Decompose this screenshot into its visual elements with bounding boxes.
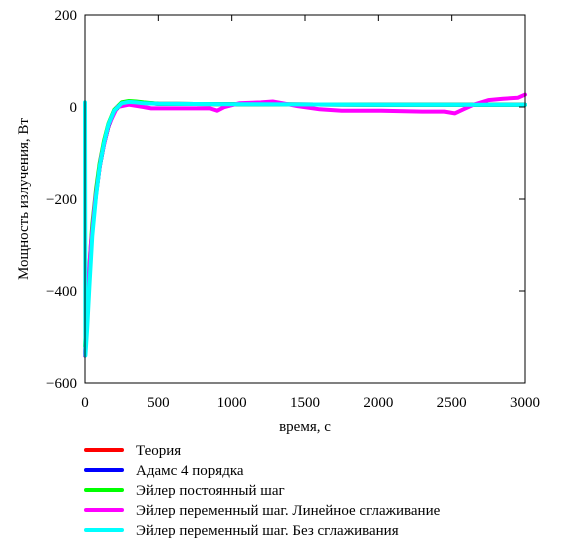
series-line-2: [83, 99, 527, 358]
series-line-4: [83, 92, 527, 358]
x-axis-label: время, с: [279, 419, 331, 435]
legend-label: Эйлер постоянный шаг: [136, 483, 285, 499]
y-tick-label: −600: [46, 376, 77, 392]
legend-label: Эйлер переменный шаг. Без сглаживания: [136, 523, 399, 539]
series-line-1: [83, 99, 527, 358]
legend-label: Адамс 4 порядка: [136, 463, 244, 479]
y-tick-label: 200: [55, 8, 78, 24]
x-tick-label: 3000: [510, 395, 540, 411]
x-axis-ticks: 0 500 1000 1500 2000 2500 3000: [81, 15, 540, 411]
plot-lines: [83, 92, 527, 358]
y-tick-label: 0: [70, 100, 78, 116]
y-tick-label: −200: [46, 192, 77, 208]
y-axis-ticks: 200 0 −200 −400 −600: [46, 8, 525, 392]
legend: Теория Адамс 4 порядка Эйлер постоянный ша…: [84, 443, 441, 539]
plot-frame: [84, 14, 526, 384]
x-tick-label: 2500: [437, 395, 467, 411]
y-tick-label: −400: [46, 284, 77, 300]
legend-label: Эйлер переменный шаг. Линейное сглаживан…: [136, 503, 441, 519]
series-line-3: [83, 99, 527, 349]
x-tick-label: 2000: [363, 395, 393, 411]
legend-label: Теория: [136, 443, 181, 459]
x-tick-label: 1000: [217, 395, 247, 411]
x-tick-label: 500: [147, 395, 170, 411]
series-line-5: [83, 99, 527, 358]
x-tick-label: 0: [81, 395, 89, 411]
x-tick-label: 1500: [290, 395, 320, 411]
y-axis-label: Мощность излучения, Вт: [16, 118, 32, 280]
